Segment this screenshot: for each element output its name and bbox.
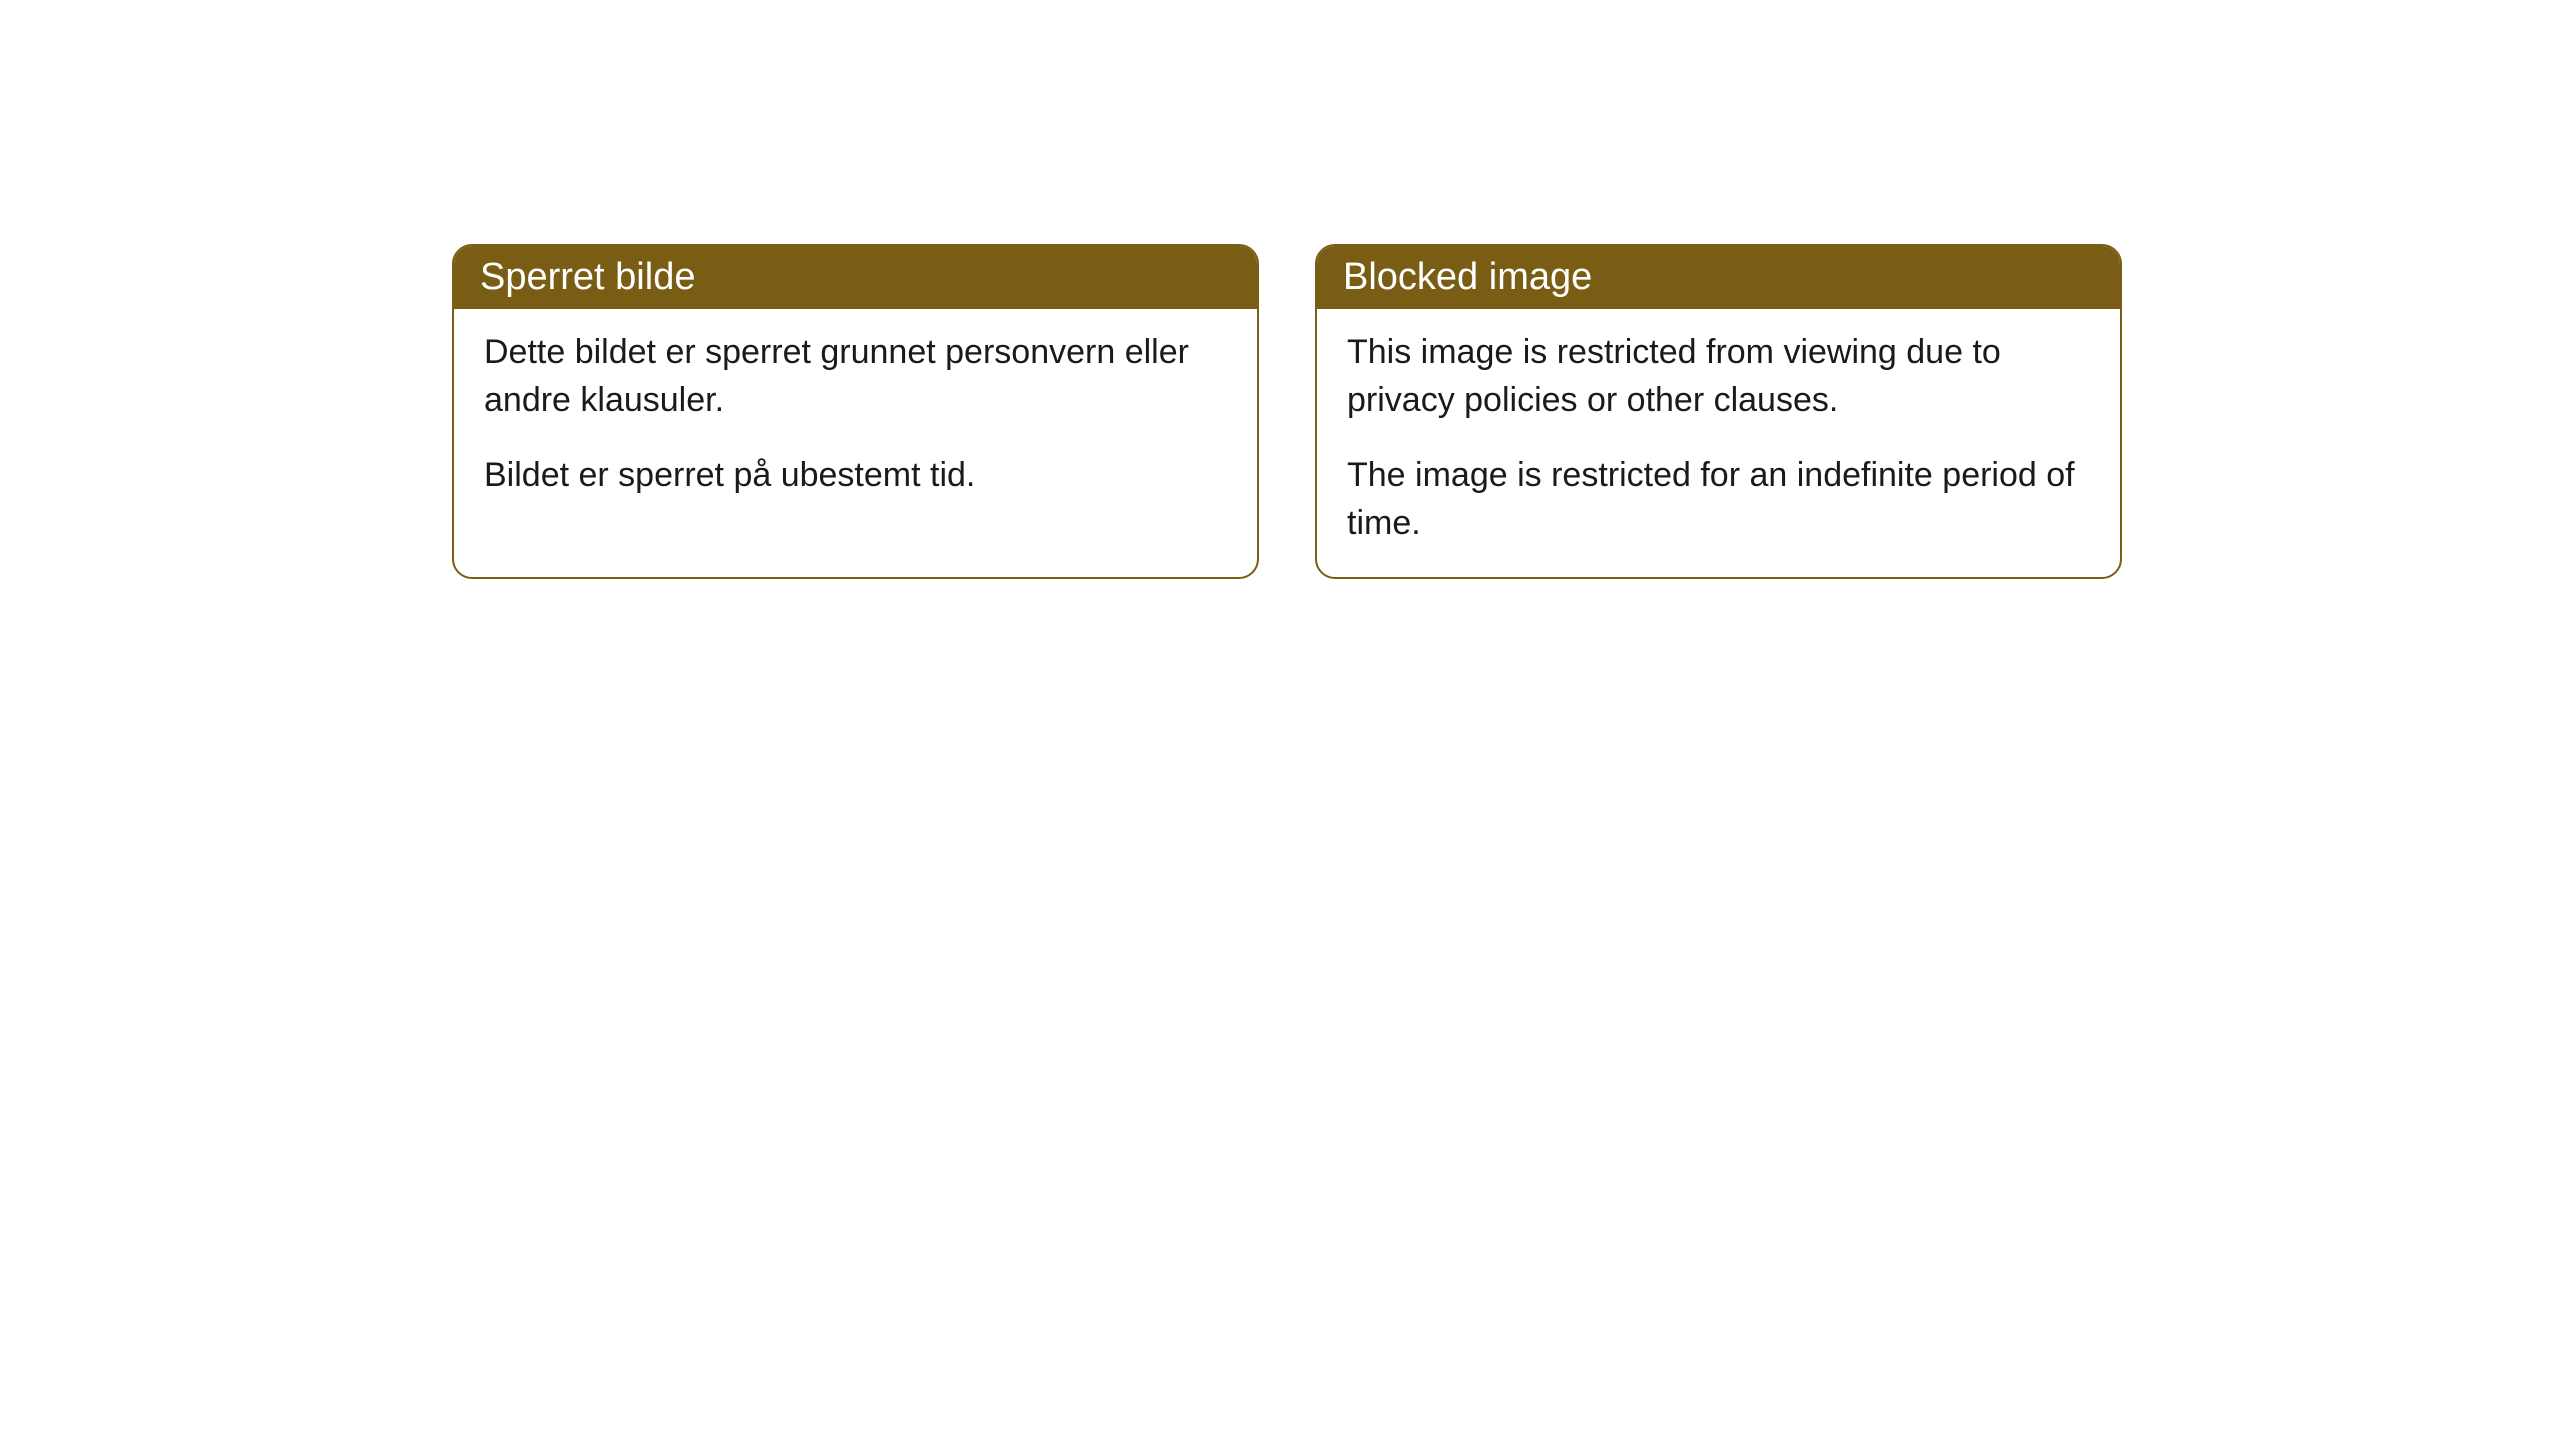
card-title-english: Blocked image — [1343, 256, 1592, 298]
card-title-norwegian: Sperret bilde — [480, 256, 695, 298]
card-body-norwegian: Dette bildet er sperret grunnet personve… — [454, 309, 1257, 530]
card-body-english: This image is restricted from viewing du… — [1317, 309, 2120, 577]
card-paragraph-2-english: The image is restricted for an indefinit… — [1347, 452, 2090, 547]
card-paragraph-1-english: This image is restricted from viewing du… — [1347, 329, 2090, 424]
notice-card-english: Blocked image This image is restricted f… — [1315, 244, 2122, 579]
card-header-english: Blocked image — [1317, 246, 2120, 309]
notice-card-norwegian: Sperret bilde Dette bildet er sperret gr… — [452, 244, 1259, 579]
notice-cards-container: Sperret bilde Dette bildet er sperret gr… — [452, 244, 2122, 579]
card-paragraph-1-norwegian: Dette bildet er sperret grunnet personve… — [484, 329, 1227, 424]
card-paragraph-2-norwegian: Bildet er sperret på ubestemt tid. — [484, 452, 1227, 500]
card-header-norwegian: Sperret bilde — [454, 246, 1257, 309]
